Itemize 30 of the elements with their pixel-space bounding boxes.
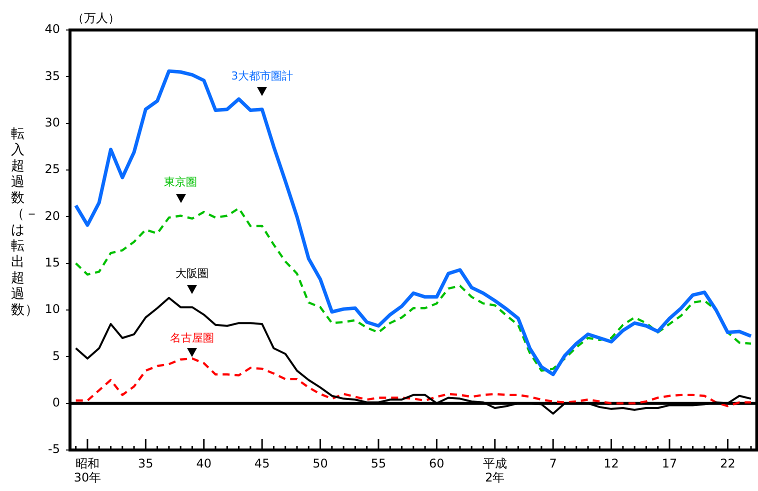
y-tick-label: 20 xyxy=(44,208,60,223)
x-tick-label: 昭和 30年 xyxy=(74,456,102,485)
x-tick-label: 60 xyxy=(429,456,444,470)
x-tick-label: 12 xyxy=(604,456,619,470)
y-tick-label: 30 xyxy=(44,115,60,130)
text: （万人） xyxy=(72,11,120,25)
x-tick-label: 17 xyxy=(662,456,678,470)
x-tick-label: 45 xyxy=(254,456,270,470)
y-tick-label: 5 xyxy=(52,348,60,363)
y-tick-label: 0 xyxy=(52,395,60,410)
x-tick-label: 40 xyxy=(196,456,212,470)
series-label: 3大都市圏計 xyxy=(231,69,294,82)
x-tick-label: 35 xyxy=(138,456,154,470)
y-tick-label: 10 xyxy=(44,302,60,316)
x-tick-label: 55 xyxy=(370,456,386,470)
x-tick-label: 7 xyxy=(549,456,557,470)
y-tick-label: 40 xyxy=(44,22,60,36)
y-tick-label: 15 xyxy=(44,255,60,270)
x-tick-label: 22 xyxy=(720,456,736,470)
text: 転入超過数（－は転出超過数） xyxy=(11,126,39,318)
text: 東京圏 xyxy=(164,176,198,189)
series-label: 名古屋圏 xyxy=(170,332,214,345)
x-tick-label: 50 xyxy=(312,456,328,470)
y-tick-label: 25 xyxy=(44,162,60,176)
series-label: 大阪圏 xyxy=(176,267,209,280)
y-tick-label: -5 xyxy=(48,442,60,456)
line-series xyxy=(74,357,752,408)
x-tick-label: 平成 2年 xyxy=(482,456,507,485)
y-tick-label: 35 xyxy=(44,68,60,83)
line-series xyxy=(74,207,752,372)
